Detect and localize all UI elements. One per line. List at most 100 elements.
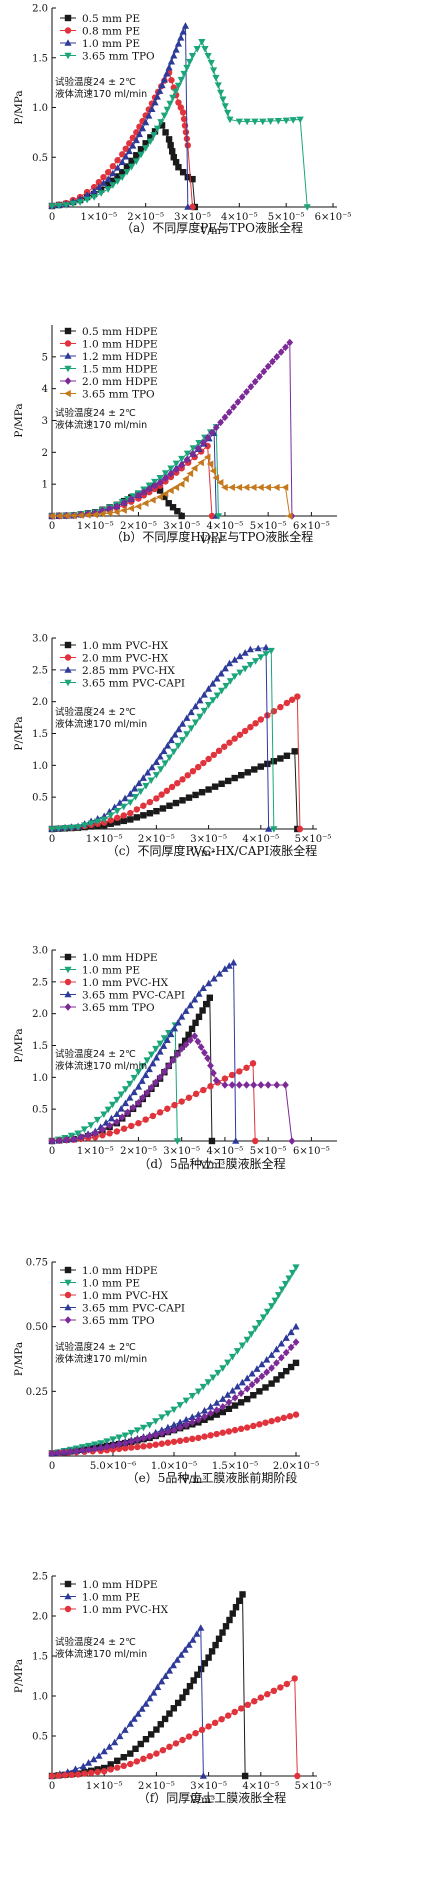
x-tick-label: 2×10⁻⁵ (120, 521, 157, 532)
data-point (225, 408, 233, 417)
data-point (165, 1667, 174, 1674)
data-point (173, 1050, 181, 1059)
data-point (127, 1750, 134, 1757)
data-point (194, 1410, 202, 1418)
legend-label: 1.0 mm HDPE (82, 1579, 158, 1591)
data-point (259, 1314, 268, 1321)
data-point (236, 652, 244, 660)
data-point (128, 1444, 135, 1451)
data-point (197, 1624, 205, 1631)
data-point (277, 1353, 285, 1362)
data-point (221, 483, 228, 491)
data-point (115, 1445, 123, 1453)
data-point (238, 772, 245, 779)
data-point (207, 59, 215, 67)
data-point (158, 1440, 165, 1447)
data-point (205, 979, 213, 987)
legend-marker (64, 1266, 72, 1274)
data-point (152, 1045, 160, 1053)
data-point (84, 511, 91, 519)
data-point (113, 508, 120, 516)
data-point (287, 1363, 295, 1371)
data-point (178, 1098, 185, 1105)
data-point (147, 1051, 156, 1059)
data-point (140, 802, 147, 809)
y-axis-label: P/MPa (13, 716, 25, 750)
data-point (287, 1343, 295, 1352)
data-point (235, 118, 243, 126)
data-point (179, 168, 187, 176)
data-point (270, 757, 278, 765)
legend-marker (64, 14, 72, 22)
data-point (55, 512, 63, 520)
y-tick-label: 1.0 (32, 103, 48, 114)
data-point (274, 1416, 281, 1423)
data-point (205, 1723, 212, 1730)
data-point (169, 1056, 177, 1064)
series-line-0 (51, 124, 196, 208)
legend-marker (64, 377, 72, 385)
data-point (48, 203, 56, 210)
data-point (152, 1053, 161, 1061)
data-point (158, 791, 165, 798)
data-point (251, 1137, 259, 1145)
data-point (107, 817, 114, 824)
origin-label: 0 (49, 834, 55, 845)
data-point (303, 204, 311, 211)
data-point (165, 136, 173, 143)
data-point (251, 118, 259, 126)
data-point (273, 1359, 280, 1367)
data-point (77, 511, 84, 519)
data-point (145, 485, 153, 493)
data-point (201, 1412, 208, 1421)
data-point (143, 1057, 151, 1064)
data-point (243, 1384, 251, 1393)
data-point (178, 720, 187, 727)
data-point (225, 1398, 233, 1407)
data-point (121, 1439, 129, 1447)
data-point (257, 483, 264, 491)
data-point (174, 1018, 182, 1026)
data-point (130, 1074, 138, 1082)
data-point (97, 1444, 105, 1453)
data-point (258, 1360, 266, 1368)
data-point (207, 1432, 214, 1439)
data-point (214, 513, 223, 520)
data-point (166, 100, 174, 108)
data-point (179, 1694, 186, 1701)
data-point (256, 372, 263, 381)
data-point (162, 474, 169, 482)
data-point (108, 1101, 117, 1109)
data-point (170, 154, 177, 161)
data-point (140, 1755, 147, 1763)
origin-label: 0 (49, 1781, 55, 1792)
series-markers-3 (48, 647, 278, 833)
data-point (172, 483, 180, 491)
data-point (194, 1037, 202, 1046)
data-point (233, 1382, 242, 1390)
legend-entry: 1.0 mm PVC-HX (60, 977, 169, 989)
x-axis-label: V/m³ (199, 534, 225, 546)
data-point (104, 1106, 112, 1114)
data-point (243, 1336, 251, 1344)
y-axis-label: P/MPa (13, 1028, 25, 1062)
data-point (146, 138, 154, 146)
data-point (134, 502, 142, 511)
data-point (288, 1137, 296, 1145)
data-point (68, 1771, 75, 1779)
data-point (186, 58, 194, 66)
data-point (161, 493, 168, 501)
data-point (104, 186, 112, 193)
data-point (218, 1716, 225, 1723)
data-point (258, 1372, 266, 1381)
legend-entry: 1.0 mm HDPE (60, 338, 158, 350)
data-point (120, 1125, 128, 1132)
data-point (177, 34, 185, 41)
data-point (115, 1440, 123, 1449)
data-point (210, 974, 218, 982)
data-point (236, 731, 244, 738)
data-point (115, 1434, 123, 1442)
legend-entry: 1.5 mm HDPE (60, 363, 158, 375)
data-point (132, 1745, 139, 1752)
data-point (205, 786, 212, 793)
